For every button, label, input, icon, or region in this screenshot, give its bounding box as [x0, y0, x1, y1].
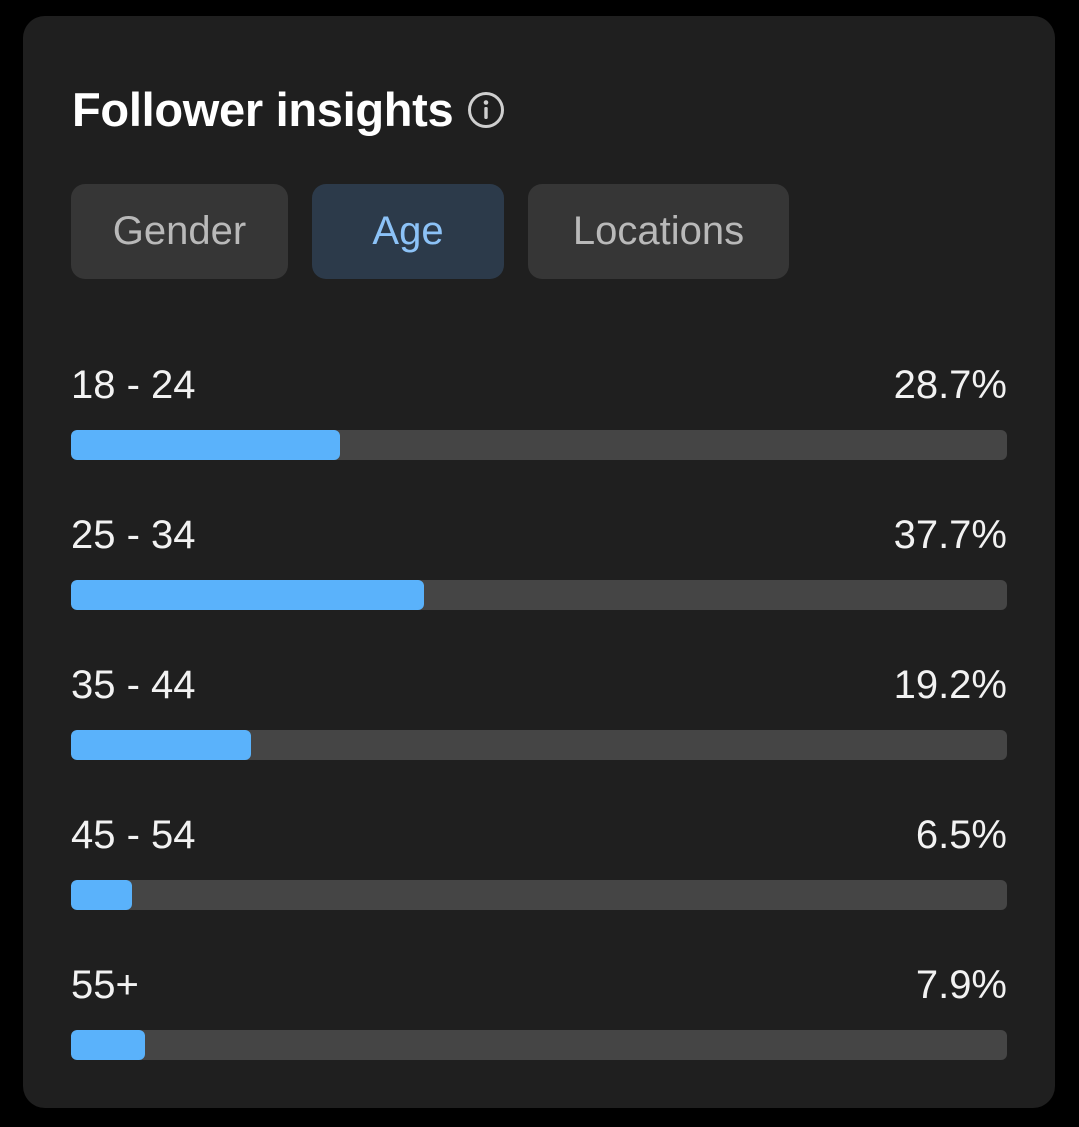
age-distribution-list: 18 - 24 28.7% 25 - 34 37.7% 35 - 44 19.2…	[71, 359, 1007, 1109]
age-percent-label: 7.9%	[915, 963, 1007, 1007]
age-range-label: 18 - 24	[71, 363, 196, 407]
insight-tabs: Gender Age Locations	[71, 184, 789, 279]
age-bar-track	[71, 430, 1007, 460]
age-bar-track	[71, 730, 1007, 760]
age-range-label: 35 - 44	[71, 663, 196, 707]
card-header: Follower insights	[72, 82, 505, 138]
age-bar-fill	[71, 1030, 145, 1060]
age-range-label: 55+	[71, 963, 139, 1007]
age-bar-track	[71, 880, 1007, 910]
age-range-label: 25 - 34	[71, 513, 196, 557]
age-row: 35 - 44 19.2%	[71, 659, 1007, 809]
follower-insights-card: Follower insights Gender Age Locations 1…	[23, 16, 1055, 1108]
tab-age[interactable]: Age	[312, 184, 504, 279]
info-circle-icon[interactable]	[467, 91, 505, 129]
age-bar-fill	[71, 430, 340, 460]
card-title: Follower insights	[72, 83, 454, 136]
age-bar-fill	[71, 580, 424, 610]
age-bar-fill	[71, 730, 251, 760]
age-bar-fill	[71, 880, 132, 910]
age-row: 55+ 7.9%	[71, 959, 1007, 1109]
age-bar-track	[71, 580, 1007, 610]
age-percent-label: 19.2%	[893, 663, 1007, 707]
age-percent-label: 6.5%	[915, 813, 1007, 857]
age-range-label: 45 - 54	[71, 813, 196, 857]
tab-locations[interactable]: Locations	[528, 184, 789, 279]
age-row: 45 - 54 6.5%	[71, 809, 1007, 959]
age-row: 18 - 24 28.7%	[71, 359, 1007, 509]
age-percent-label: 37.7%	[893, 513, 1007, 557]
age-percent-label: 28.7%	[893, 363, 1007, 407]
age-row: 25 - 34 37.7%	[71, 509, 1007, 659]
tab-gender[interactable]: Gender	[71, 184, 288, 279]
age-bar-track	[71, 1030, 1007, 1060]
